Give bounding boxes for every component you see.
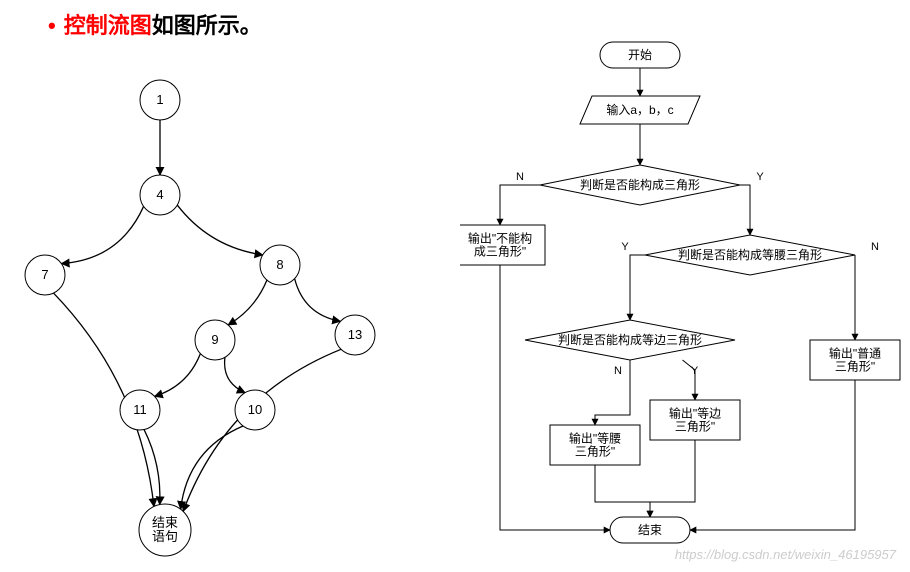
svg-text:判断是否能构成等腰三角形: 判断是否能构成等腰三角形	[678, 247, 822, 262]
flowchart-nodes: 开始输入a，b，c 判断是否能构成三角形输出"不能构成三角形" 判断是否能构成等腰三…	[460, 42, 900, 543]
svg-text:三角形": 三角形"	[575, 445, 615, 459]
title-black: 如图所示。	[152, 13, 262, 38]
svg-text:Y: Y	[621, 241, 629, 253]
svg-text:输出"等边: 输出"等边	[669, 406, 721, 421]
svg-text:7: 7	[41, 267, 48, 282]
bullet-icon: •	[48, 13, 56, 38]
svg-text:Y: Y	[756, 171, 764, 183]
svg-text:N: N	[614, 365, 622, 377]
svg-text:11: 11	[133, 402, 147, 417]
svg-text:输出"不能构: 输出"不能构	[468, 231, 532, 246]
svg-text:8: 8	[276, 257, 283, 272]
svg-text:判断是否能构成三角形: 判断是否能构成三角形	[580, 177, 700, 192]
svg-text:输出"普通: 输出"普通	[829, 346, 881, 361]
svg-text:结束: 结束	[152, 515, 178, 530]
watermark: https://blog.csdn.net/weixin_46195957	[675, 547, 896, 562]
flowchart: N Y Y N N Y 开始输入a，b，c 判断是否能构成三角形输出"不能构成三角形" 判断是…	[460, 30, 910, 570]
svg-text:N: N	[871, 241, 879, 253]
page-title: • 控制流图如图所示。	[48, 8, 262, 40]
svg-text:语句: 语句	[152, 529, 178, 544]
svg-text:开始: 开始	[628, 48, 652, 62]
svg-text:三角形": 三角形"	[835, 360, 875, 374]
svg-text:10: 10	[248, 402, 262, 417]
svg-text:输出"等腰: 输出"等腰	[569, 431, 621, 446]
control-flow-graph: 1 4 7 8 9 13 11 10 结束语句	[0, 40, 460, 570]
svg-text:成三角形": 成三角形"	[474, 245, 526, 259]
svg-text:Y: Y	[691, 365, 699, 377]
svg-text:4: 4	[156, 187, 163, 202]
svg-text:N: N	[516, 171, 524, 183]
cfg-edges	[54, 120, 342, 511]
svg-text:13: 13	[348, 327, 362, 342]
svg-text:三角形": 三角形"	[675, 420, 715, 434]
svg-text:9: 9	[211, 332, 218, 347]
title-red: 控制流图	[64, 13, 152, 38]
svg-text:判断是否能构成等边三角形: 判断是否能构成等边三角形	[558, 332, 702, 347]
svg-text:1: 1	[156, 92, 163, 107]
svg-text:结束: 结束	[638, 523, 662, 537]
cfg-nodes: 1 4 7 8 9 13 11 10 结束语句	[25, 80, 375, 556]
svg-text:输入a，b，c: 输入a，b，c	[606, 102, 673, 117]
